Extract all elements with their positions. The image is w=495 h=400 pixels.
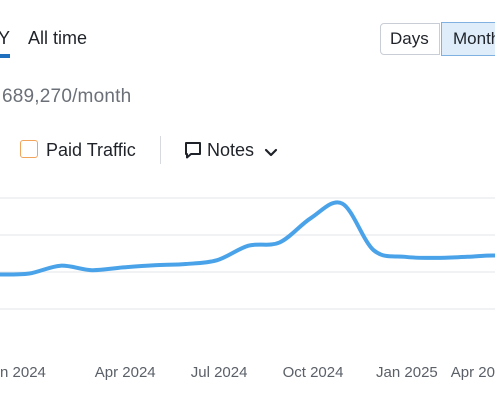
notes-label: Notes — [207, 140, 255, 160]
notes-icon — [183, 140, 203, 165]
granularity-days-button[interactable]: Days — [380, 23, 440, 55]
x-tick-label: Apr 20 — [451, 364, 495, 381]
x-tick-label: Jan 2025 — [376, 364, 438, 381]
filter-divider — [160, 136, 161, 164]
traffic-series-line — [0, 200, 495, 277]
x-tick-label: Apr 2024 — [95, 364, 156, 381]
traffic-summary-value: 689,270/month — [2, 86, 132, 107]
range-tab-all-time[interactable]: All time — [28, 28, 88, 48]
paid-traffic-checkbox[interactable] — [20, 140, 38, 158]
x-tick-label: n 2024 — [0, 364, 46, 381]
range-tab-year[interactable]: Y — [0, 28, 11, 48]
chevron-down-icon — [264, 145, 278, 163]
paid-traffic-label[interactable]: Paid Traffic — [46, 140, 136, 160]
active-tab-indicator — [0, 54, 10, 58]
traffic-line-chart: n 2024 Apr 2024 Jul 2024 Oct 2024 Jan 2025 Ap… — [0, 197, 495, 381]
x-tick-label: Jul 2024 — [191, 364, 248, 381]
granularity-months-button[interactable]: Months — [441, 22, 495, 56]
x-tick-label: Oct 2024 — [283, 364, 344, 381]
